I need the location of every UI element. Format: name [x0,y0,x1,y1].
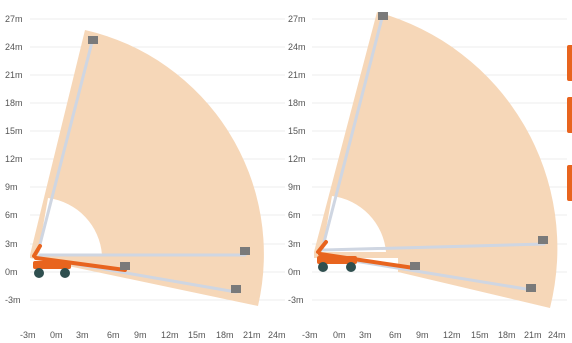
left-x-tick-6: 6m [107,330,120,340]
right-x-tick-18: 18m [498,330,516,340]
left-x-tick-0: 0m [50,330,63,340]
right-x-tick-m3: -3m [302,330,318,340]
left-chassis [33,261,71,269]
left-range-svg [30,18,285,306]
right-y-tick-24: 24m [288,42,306,52]
left-basket-top [88,36,98,44]
right-x-tick-3: 3m [359,330,372,340]
right-y-tick-12: 12m [288,154,306,164]
left-y-tick-3: 3m [5,239,18,249]
right-machine [317,256,357,272]
right-basket-top [378,12,388,20]
left-x-tick-21: 21m [243,330,261,340]
right-x-tick-6: 6m [389,330,402,340]
left-y-tick-9: 9m [5,182,18,192]
left-x-tick-m3: -3m [20,330,36,340]
left-x-tick-15: 15m [188,330,206,340]
right-wheel-rear [346,262,356,272]
left-machine [33,261,71,278]
side-tab-3[interactable] [567,165,572,201]
left-wheel-front [34,268,44,278]
left-y-tick-0: 0m [5,267,18,277]
left-basket-mid [120,262,130,270]
right-range-svg [312,12,567,308]
left-y-tick-6: 6m [5,210,18,220]
right-wheel-front [318,262,328,272]
left-baskets [88,36,250,293]
left-boom-main [32,244,127,272]
left-wheel-rear [60,268,70,278]
right-y-tick-0: 0m [288,267,301,277]
left-basket-low [231,285,241,293]
left-y-tick-15: 15m [5,126,23,136]
right-chassis [317,256,357,264]
left-basket-right [240,247,250,255]
right-x-tick-12: 12m [443,330,461,340]
left-y-tick-m3: -3m [5,295,21,305]
side-tab-1[interactable] [567,45,572,81]
right-y-tick-15: 15m [288,126,306,136]
right-y-tick-9: 9m [288,182,301,192]
left-y-tick-24: 24m [5,42,23,52]
right-y-tick-m3: -3m [288,295,304,305]
left-x-tick-9: 9m [134,330,147,340]
right-x-tick-0: 0m [333,330,346,340]
right-y-tick-21: 21m [288,70,306,80]
left-x-tick-12: 12m [161,330,179,340]
right-x-tick-21: 21m [524,330,542,340]
right-basket-low [526,284,536,292]
right-y-tick-3: 3m [288,239,301,249]
left-y-tick-18: 18m [5,98,23,108]
left-x-tick-3: 3m [76,330,89,340]
right-x-tick-15: 15m [471,330,489,340]
right-x-tick-9: 9m [416,330,429,340]
left-cutout [38,198,102,255]
right-x-tick-24: 24m [548,330,566,340]
right-y-tick-6: 6m [288,210,301,220]
right-baskets [378,12,548,292]
right-y-tick-18: 18m [288,98,306,108]
left-y-tick-21: 21m [5,70,23,80]
left-x-tick-24: 24m [268,330,286,340]
right-cutout [322,196,386,252]
right-y-tick-27: 27m [288,14,306,24]
side-tab-2[interactable] [567,97,572,133]
left-y-tick-12: 12m [5,154,23,164]
right-basket-mid [410,262,420,270]
left-y-tick-27: 27m [5,14,23,24]
right-basket-right [538,236,548,244]
left-x-tick-18: 18m [216,330,234,340]
